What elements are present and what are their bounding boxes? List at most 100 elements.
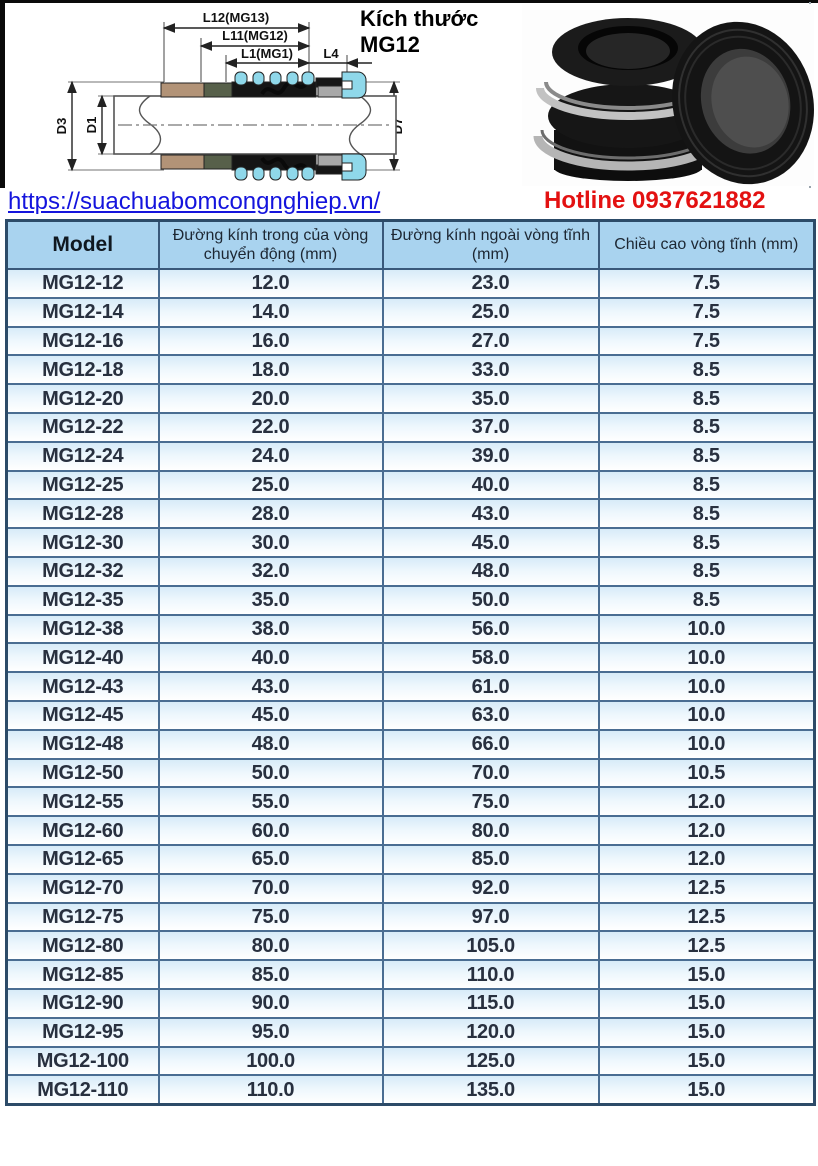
table-row: MG12-24 24.0 39.0 8.5 — [5, 440, 816, 472]
seat-height-cell: 7.5 — [597, 268, 816, 299]
dim-label-l4: L4 — [323, 46, 339, 61]
outer-diameter-cell: 105.0 — [381, 930, 600, 962]
table-row: MG12-43 43.0 61.0 10.0 — [5, 671, 816, 702]
model-cell: MG12-48 — [5, 728, 160, 760]
table-row: MG12-18 18.0 33.0 8.5 — [5, 354, 816, 386]
outer-diameter-cell: 23.0 — [381, 268, 600, 299]
model-cell: MG12-20 — [5, 383, 160, 414]
model-cell: MG12-85 — [5, 959, 160, 990]
inner-diameter-cell: 55.0 — [157, 786, 384, 818]
table-row: MG12-100 100.0 125.0 15.0 — [5, 1045, 816, 1077]
model-cell: MG12-40 — [5, 642, 160, 674]
inner-diameter-cell: 32.0 — [157, 555, 384, 587]
model-cell: MG12-110 — [5, 1074, 160, 1106]
seat-height-cell: 8.5 — [597, 383, 816, 414]
inner-diameter-cell: 16.0 — [157, 325, 384, 357]
outer-diameter-cell: 110.0 — [381, 959, 600, 990]
seat-height-cell: 8.5 — [597, 527, 816, 558]
table-row: MG12-14 14.0 25.0 7.5 — [5, 296, 816, 328]
table-row: MG12-40 40.0 58.0 10.0 — [5, 642, 816, 674]
inner-diameter-cell: 14.0 — [157, 296, 384, 328]
seat-height-cell: 15.0 — [597, 1045, 816, 1077]
model-cell: MG12-12 — [5, 268, 160, 299]
outer-diameter-cell: 80.0 — [381, 815, 600, 846]
model-cell: MG12-16 — [5, 325, 160, 357]
model-cell: MG12-32 — [5, 555, 160, 587]
outer-diameter-cell: 33.0 — [381, 354, 600, 386]
column-header-inner-diameter: Đường kính trong của vòng chuyển động (m… — [157, 219, 384, 270]
model-cell: MG12-30 — [5, 527, 160, 558]
table-row: MG12-95 95.0 120.0 15.0 — [5, 1016, 816, 1048]
outer-diameter-cell: 58.0 — [381, 642, 600, 674]
outer-diameter-cell: 97.0 — [381, 901, 600, 933]
inner-diameter-cell: 18.0 — [157, 354, 384, 386]
model-cell: MG12-55 — [5, 786, 160, 818]
table-row: MG12-22 22.0 37.0 8.5 — [5, 411, 816, 443]
inner-diameter-cell: 40.0 — [157, 642, 384, 674]
model-cell: MG12-25 — [5, 469, 160, 501]
page-title: Kích thước MG12 — [360, 6, 479, 57]
inner-diameter-cell: 25.0 — [157, 469, 384, 501]
column-header-model: Model — [5, 219, 160, 270]
inner-diameter-cell: 38.0 — [157, 613, 384, 645]
seat-height-cell: 10.0 — [597, 728, 816, 760]
inner-diameter-cell: 35.0 — [157, 584, 384, 616]
table-row: MG12-55 55.0 75.0 12.0 — [5, 786, 816, 818]
dim-label-l1: L1(MG1) — [241, 46, 293, 61]
model-cell: MG12-95 — [5, 1016, 160, 1048]
seat-height-cell: 12.0 — [597, 815, 816, 846]
seat-height-cell: 8.5 — [597, 584, 816, 616]
outer-diameter-cell: 56.0 — [381, 613, 600, 645]
outer-diameter-cell: 25.0 — [381, 296, 600, 328]
seat-height-cell: 8.5 — [597, 411, 816, 443]
dim-label-d1: D1 — [84, 117, 99, 134]
hotline-text: Hotline 0937621882 — [544, 187, 766, 214]
table-row: MG12-16 16.0 27.0 7.5 — [5, 325, 816, 357]
table-row: MG12-85 85.0 110.0 15.0 — [5, 959, 816, 990]
inner-diameter-cell: 85.0 — [157, 959, 384, 990]
table-row: MG12-32 32.0 48.0 8.5 — [5, 555, 816, 587]
outer-diameter-cell: 70.0 — [381, 757, 600, 789]
outer-diameter-cell: 35.0 — [381, 383, 600, 414]
inner-diameter-cell: 90.0 — [157, 987, 384, 1019]
seat-height-cell: 8.5 — [597, 469, 816, 501]
left-border-line — [0, 0, 5, 188]
seat-height-cell: 12.5 — [597, 930, 816, 962]
model-cell: MG12-18 — [5, 354, 160, 386]
outer-diameter-cell: 40.0 — [381, 469, 600, 501]
table-row: MG12-28 28.0 43.0 8.5 — [5, 498, 816, 530]
outer-diameter-cell: 61.0 — [381, 671, 600, 702]
inner-diameter-cell: 110.0 — [157, 1074, 384, 1106]
table-row: MG12-75 75.0 97.0 12.5 — [5, 901, 816, 933]
seat-height-cell: 7.5 — [597, 325, 816, 357]
inner-diameter-cell: 30.0 — [157, 527, 384, 558]
column-header-outer-diameter: Đường kính ngoài vòng tĩnh (mm) — [381, 219, 600, 270]
outer-diameter-cell: 66.0 — [381, 728, 600, 760]
model-cell: MG12-50 — [5, 757, 160, 789]
inner-diameter-cell: 95.0 — [157, 1016, 384, 1048]
inner-diameter-cell: 48.0 — [157, 728, 384, 760]
outer-diameter-cell: 85.0 — [381, 843, 600, 875]
model-cell: MG12-35 — [5, 584, 160, 616]
outer-diameter-cell: 92.0 — [381, 872, 600, 904]
table-row: MG12-90 90.0 115.0 15.0 — [5, 987, 816, 1019]
table-row: MG12-30 30.0 45.0 8.5 — [5, 527, 816, 558]
outer-diameter-cell: 120.0 — [381, 1016, 600, 1048]
inner-diameter-cell: 75.0 — [157, 901, 384, 933]
inner-diameter-cell: 20.0 — [157, 383, 384, 414]
outer-diameter-cell: 45.0 — [381, 527, 600, 558]
table-row: MG12-48 48.0 66.0 10.0 — [5, 728, 816, 760]
inner-diameter-cell: 45.0 — [157, 699, 384, 731]
model-cell: MG12-70 — [5, 872, 160, 904]
seal-product-photo — [522, 4, 814, 186]
outer-diameter-cell: 115.0 — [381, 987, 600, 1019]
table-row: MG12-12 12.0 23.0 7.5 — [5, 268, 816, 299]
seat-height-cell: 8.5 — [597, 498, 816, 530]
table-row: MG12-60 60.0 80.0 12.0 — [5, 815, 816, 846]
table-row: MG12-38 38.0 56.0 10.0 — [5, 613, 816, 645]
inner-diameter-cell: 24.0 — [157, 440, 384, 472]
inner-diameter-cell: 80.0 — [157, 930, 384, 962]
website-link[interactable]: https://suachuabomcongnghiep.vn/ — [8, 188, 381, 215]
table-row: MG12-45 45.0 63.0 10.0 — [5, 699, 816, 731]
